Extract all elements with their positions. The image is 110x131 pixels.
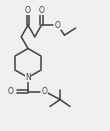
Text: O: O bbox=[42, 87, 48, 96]
Text: O: O bbox=[7, 87, 13, 96]
Text: N: N bbox=[25, 73, 31, 82]
Text: O: O bbox=[55, 21, 61, 30]
Text: O: O bbox=[25, 6, 31, 15]
Text: O: O bbox=[39, 6, 44, 15]
